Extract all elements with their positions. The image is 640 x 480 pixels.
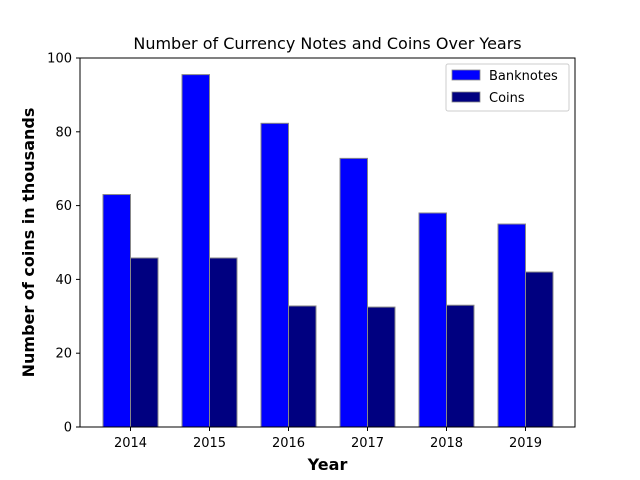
chart-title: Number of Currency Notes and Coins Over … [133,34,521,53]
plot-frame [79,57,576,428]
y-tick-label: 80 [55,125,72,140]
bar-banknotes-2017 [339,157,368,428]
bar-banknotes-2019 [497,223,526,428]
legend-label-coins: Coins [489,91,525,106]
y-axis-label: Number of coins in thousands [19,108,38,378]
bar-banknotes-2014 [102,194,131,428]
y-axis-ticks: 0 20 40 60 80 100 [47,52,80,436]
bar-coins-2018 [446,304,475,428]
bar-coins-2016 [288,305,317,428]
bar-coins-2019 [525,271,554,428]
bar-banknotes-2015 [181,74,210,428]
y-tick-label: 0 [64,421,72,436]
x-tick-label-2014: 2014 [114,436,147,451]
legend: Banknotes Coins [445,63,570,112]
y-tick-label: 100 [47,52,72,67]
bar-banknotes-2018 [418,212,447,428]
x-tick-label-2018: 2018 [430,436,463,451]
y-tick-label: 60 [55,199,72,214]
x-tick-label-2019: 2019 [509,436,542,451]
legend-label-banknotes: Banknotes [489,69,558,84]
x-tick-label-2016: 2016 [272,436,305,451]
x-axis-label: Year [307,455,348,474]
bar-coins-2015 [209,257,238,428]
y-tick-label: 40 [55,273,72,288]
bars-layer [102,74,554,428]
y-tick-label: 20 [55,347,72,362]
x-tick-label-2015: 2015 [193,436,226,451]
bar-banknotes-2016 [260,122,289,428]
x-tick-label-2017: 2017 [351,436,384,451]
legend-swatch-coins [451,91,481,103]
bar-coins-2017 [367,306,396,428]
x-axis-ticks: 2014 2015 2016 2017 2018 2019 [114,427,542,451]
bar-coins-2014 [130,257,159,428]
legend-swatch-banknotes [451,69,481,81]
